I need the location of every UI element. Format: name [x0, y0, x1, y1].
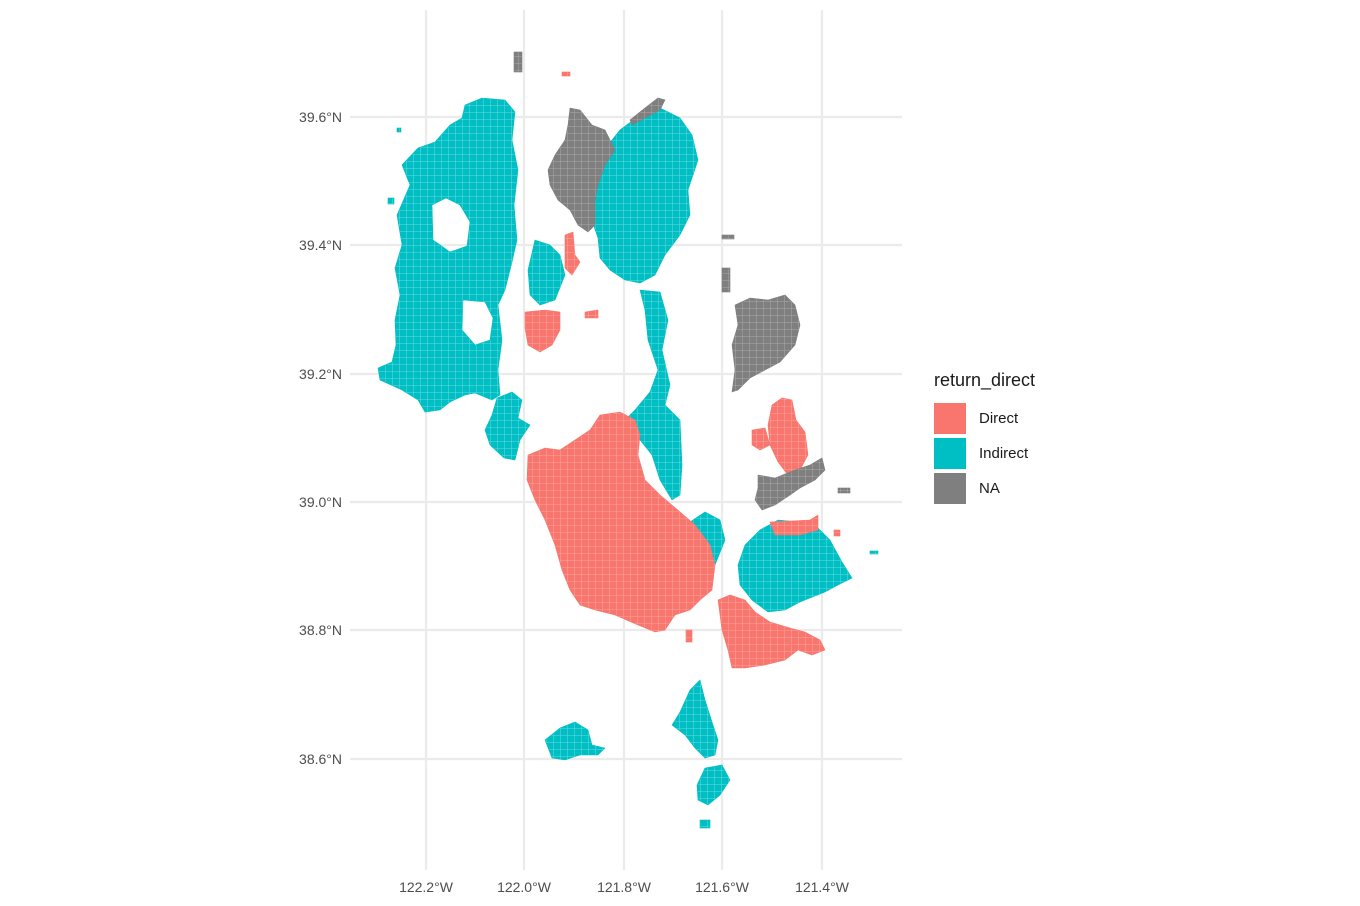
indirect-region-south-tip — [696, 764, 731, 806]
indirect-regions — [377, 97, 879, 829]
legend-title: return_direct — [934, 370, 1036, 390]
legend-key-indirect — [934, 438, 966, 469]
na-fragment-c — [721, 267, 731, 293]
x-tick-label: 121.6°W — [695, 879, 750, 895]
y-tick-label: 38.6°N — [299, 751, 342, 767]
direct-region-east-strip — [769, 514, 819, 536]
legend-label: NA — [979, 480, 1000, 497]
direct-region-north-sliver — [584, 309, 599, 319]
direct-region-east-small — [751, 427, 771, 451]
na-region-north — [547, 107, 616, 233]
direct-region-northwest-block — [524, 309, 561, 353]
na-region-east-lower — [754, 457, 826, 511]
na-region-east — [731, 294, 801, 393]
direct-fragment-c — [833, 529, 841, 537]
x-tick-label: 122.2°W — [399, 879, 454, 895]
legend-item-na: NA — [934, 471, 1035, 506]
indirect-region-center-north — [527, 239, 566, 306]
legend-key-direct — [934, 403, 966, 434]
direct-fragment-b — [685, 629, 693, 643]
indirect-fragment-c — [396, 127, 402, 133]
indirect-region-north-central — [589, 107, 699, 284]
na-fragment-a — [513, 51, 523, 73]
y-tick-label: 39.6°N — [299, 109, 342, 125]
y-tick-label: 38.8°N — [299, 622, 342, 638]
x-tick-label: 121.4°W — [795, 879, 850, 895]
y-tick-label: 39.0°N — [299, 494, 342, 510]
na-fragment-b — [721, 234, 735, 240]
legend-item-direct: Direct — [934, 401, 1035, 436]
x-tick-label: 122.0°W — [497, 879, 552, 895]
y-tick-label: 39.2°N — [299, 366, 342, 382]
indirect-region-south-west — [544, 721, 606, 761]
indirect-fragment-b — [387, 197, 395, 205]
legend-label: Indirect — [979, 445, 1029, 462]
y-axis-labels: 39.6°N 39.4°N 39.2°N 39.0°N 38.8°N 38.6°… — [299, 109, 342, 767]
legend: return_direct Direct Indirect NA — [934, 370, 1035, 506]
indirect-region-center-corridor — [624, 289, 683, 501]
direct-regions — [524, 71, 841, 669]
indirect-region-west-lower — [484, 391, 531, 461]
indirect-fragment-d — [869, 550, 879, 555]
indirect-region-northwest — [377, 97, 519, 413]
legend-key-na — [934, 473, 966, 504]
na-regions — [513, 51, 851, 511]
legend-item-indirect: Indirect — [934, 436, 1035, 471]
x-tick-label: 121.8°W — [597, 879, 652, 895]
legend-label: Direct — [979, 410, 1019, 427]
na-fragment-d — [837, 487, 851, 494]
y-tick-label: 39.4°N — [299, 237, 342, 253]
direct-region-central — [526, 411, 716, 633]
indirect-region-south-central — [671, 679, 719, 759]
x-axis-labels: 122.2°W 122.0°W 121.8°W 121.6°W 121.4°W — [399, 879, 850, 895]
direct-fragment-a — [561, 71, 571, 77]
direct-region-east-island — [767, 397, 809, 476]
direct-region-north-strip — [564, 231, 581, 276]
indirect-fragment-a — [699, 819, 711, 829]
na-region-north-east-tip — [629, 97, 666, 126]
direct-region-south-east — [717, 594, 826, 669]
